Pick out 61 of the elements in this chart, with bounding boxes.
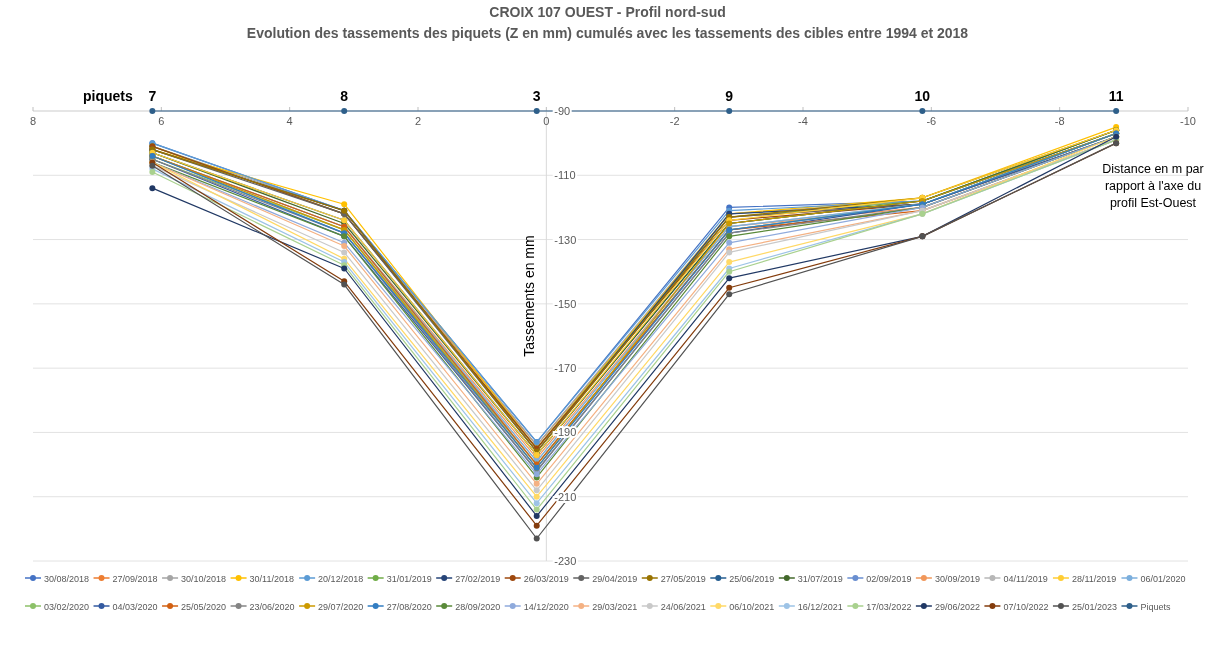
legend-label: 29/07/2020 [318, 601, 364, 612]
legend-label: 28/11/2019 [1071, 573, 1117, 584]
legend-label: 06/01/2020 [1140, 573, 1186, 584]
annotation: 7 [148, 88, 157, 104]
legend-label: 25/06/2019 [729, 573, 775, 584]
legend-label: 17/03/2022 [866, 601, 912, 612]
y-tick-label: -190 [554, 426, 577, 439]
x-tick-label: 8 [29, 115, 37, 127]
y-tick-label: -130 [554, 233, 577, 246]
x-tick-label: 4 [286, 115, 293, 127]
annotation: 11 [1108, 88, 1124, 104]
legend-label: 06/10/2021 [729, 601, 775, 612]
x-tick-label: 6 [158, 115, 165, 127]
legend-label: 31/01/2019 [386, 573, 432, 584]
legend-label: 29/04/2019 [592, 573, 638, 584]
legend-label: 03/02/2020 [44, 601, 90, 612]
y-tick-label: -150 [554, 297, 577, 310]
legend-label: 30/09/2019 [934, 573, 980, 584]
legend-label: 04/11/2019 [1003, 573, 1048, 584]
legend-label: 16/12/2021 [797, 601, 843, 612]
annotation: 8 [340, 88, 349, 104]
y-axis-title: Tassements en mm [521, 235, 538, 357]
annotation: 9 [725, 88, 734, 104]
legend-label: 04/03/2020 [112, 601, 158, 612]
y-tick-label: -170 [554, 362, 577, 375]
legend-label: 29/03/2021 [592, 601, 638, 612]
legend-label: 07/10/2022 [1003, 601, 1049, 612]
legend-label: 27/09/2018 [112, 573, 158, 584]
legend-label: 28/09/2020 [455, 601, 501, 612]
legend-label: 30/11/2018 [249, 573, 294, 584]
x-tick-label: -8 [1054, 115, 1065, 127]
legend-label: 30/08/2018 [44, 573, 90, 584]
y-tick-label: -110 [554, 169, 576, 182]
annotation: 10 [914, 88, 931, 104]
legend-label: 31/07/2019 [797, 573, 843, 584]
legend-label: Piquets [1140, 601, 1171, 612]
legend-label: 14/12/2020 [523, 601, 569, 612]
x-tick-label: -2 [669, 115, 680, 127]
x-tick-label: 2 [414, 115, 422, 127]
legend-label: 27/08/2020 [386, 601, 432, 612]
legend-label: 26/03/2019 [523, 573, 569, 584]
chart-subtitle: Evolution des tassements des piquets (Z en mm) cumulés avec les tassements des cibles entre 1994 et 2018 [246, 25, 969, 41]
legend-label: 25/01/2023 [1071, 601, 1117, 612]
legend-label: 25/05/2020 [181, 601, 227, 612]
x-tick-label: -4 [798, 115, 808, 127]
x-tick-label: -6 [926, 115, 937, 127]
legend-label: 30/10/2018 [181, 573, 227, 584]
legend-label: 24/06/2021 [660, 601, 706, 612]
x-tick-label: -10 [1180, 115, 1196, 127]
legend-label: 20/12/2018 [318, 573, 364, 584]
x-tick-label: 0 [543, 115, 550, 127]
y-tick-label: -230 [554, 555, 577, 567]
text: piquets [83, 88, 133, 104]
legend-label: 23/06/2020 [249, 601, 295, 612]
legend-label: 29/06/2022 [934, 601, 980, 612]
chart-title: CROIX 107 OUEST - Profil nord-sud [489, 4, 726, 20]
annotation: 3 [532, 88, 541, 104]
x-axis-title: Distance en m par rapport à l'axe du profil Est-Ouest [1102, 162, 1204, 210]
legend-label: 27/05/2019 [660, 573, 706, 584]
legend-label: 02/09/2019 [866, 573, 912, 584]
legend-label: 27/02/2019 [455, 573, 501, 584]
